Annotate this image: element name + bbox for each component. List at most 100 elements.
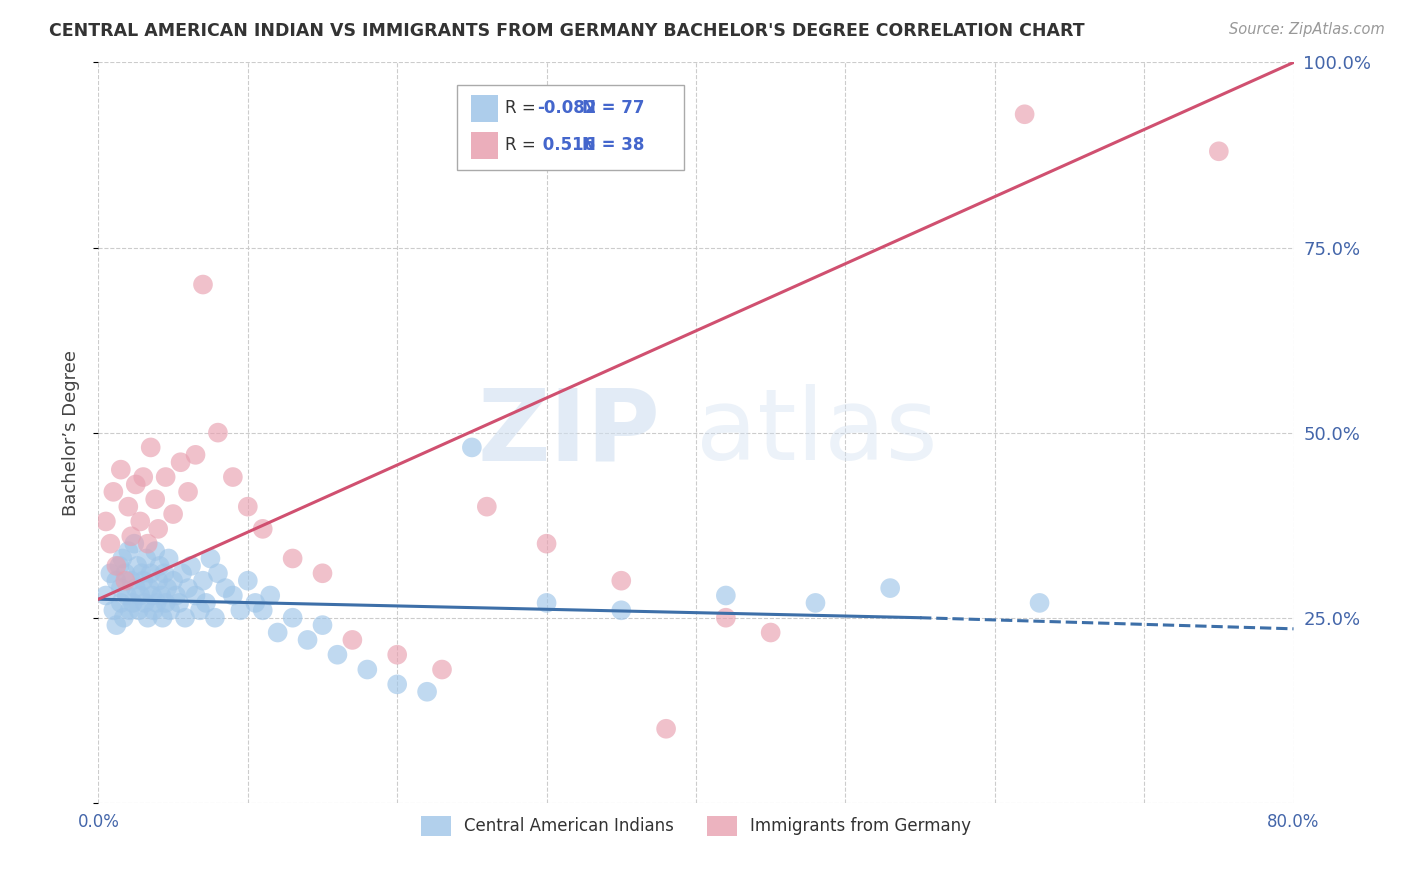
Point [125, 581, 148, 595]
Point [177, 484, 200, 499]
Point [117, 544, 139, 558]
Point [297, 632, 319, 647]
Point [121, 596, 143, 610]
Point [174, 610, 197, 624]
Point [177, 581, 200, 595]
Point [120, 574, 142, 588]
Point [326, 648, 349, 662]
Point [207, 566, 229, 581]
Point [103, 603, 125, 617]
Point [184, 589, 207, 603]
Point [759, 625, 782, 640]
Text: ZIP: ZIP [477, 384, 661, 481]
Point [149, 558, 172, 573]
Point [103, 484, 125, 499]
Point [125, 477, 148, 491]
Point [245, 596, 267, 610]
Point [236, 500, 259, 514]
Point [385, 677, 409, 691]
Point [714, 589, 737, 603]
Point [94, 515, 117, 529]
Point [180, 558, 202, 573]
Point [143, 492, 166, 507]
FancyBboxPatch shape [457, 85, 685, 169]
Point [356, 663, 378, 677]
Point [475, 500, 498, 514]
Point [536, 536, 558, 550]
Point [1208, 145, 1230, 159]
Point [135, 551, 157, 566]
Point [136, 536, 159, 550]
Point [252, 522, 274, 536]
Point [169, 455, 191, 469]
Point [120, 529, 142, 543]
Point [148, 574, 170, 588]
Point [108, 558, 131, 573]
Point [117, 500, 139, 514]
Point [167, 596, 190, 610]
Point [184, 448, 207, 462]
Text: 0.516: 0.516 [537, 136, 595, 154]
Point [165, 589, 187, 603]
Point [191, 574, 214, 588]
Point [162, 574, 184, 588]
Point [252, 603, 274, 617]
Point [129, 589, 152, 603]
Point [879, 581, 901, 595]
Point [461, 441, 484, 455]
Point [152, 610, 174, 624]
Point [127, 558, 149, 573]
Text: Source: ZipAtlas.com: Source: ZipAtlas.com [1229, 22, 1385, 37]
Text: R =: R = [505, 99, 541, 118]
Point [610, 603, 633, 617]
Point [98, 566, 122, 581]
Point [118, 603, 141, 617]
Point [157, 551, 180, 566]
Text: R =: R = [505, 136, 541, 154]
Y-axis label: Bachelor’s Degree: Bachelor’s Degree [62, 350, 80, 516]
Bar [471, 95, 498, 121]
Point [259, 589, 281, 603]
Point [94, 589, 117, 603]
Point [416, 685, 439, 699]
Point [222, 589, 245, 603]
Point [188, 603, 211, 617]
Point [200, 551, 222, 566]
Point [159, 603, 181, 617]
Point [655, 722, 678, 736]
Text: N = 77: N = 77 [582, 99, 645, 118]
Point [172, 566, 194, 581]
Point [162, 507, 184, 521]
Point [714, 610, 737, 624]
Point [155, 596, 177, 610]
Point [105, 618, 128, 632]
Point [156, 581, 179, 595]
Point [132, 574, 155, 588]
Point [1014, 107, 1036, 121]
Point [236, 574, 259, 588]
Point [111, 551, 134, 566]
Point [195, 596, 218, 610]
Point [114, 566, 136, 581]
Point [311, 618, 333, 632]
Point [155, 470, 177, 484]
Point [214, 581, 236, 595]
Point [105, 558, 128, 573]
Point [153, 566, 176, 581]
Point [281, 551, 304, 566]
Point [207, 425, 229, 440]
Point [112, 610, 135, 624]
Point [134, 596, 156, 610]
Text: -0.082: -0.082 [537, 99, 596, 118]
Text: N = 38: N = 38 [582, 136, 645, 154]
Point [204, 610, 226, 624]
Point [128, 603, 150, 617]
Point [1028, 596, 1050, 610]
Text: CENTRAL AMERICAN INDIAN VS IMMIGRANTS FROM GERMANY BACHELOR'S DEGREE CORRELATION: CENTRAL AMERICAN INDIAN VS IMMIGRANTS FR… [49, 22, 1085, 40]
Point [136, 610, 159, 624]
Point [105, 574, 128, 588]
Point [110, 581, 132, 595]
Point [145, 596, 167, 610]
Point [143, 544, 166, 558]
Bar [471, 132, 498, 159]
